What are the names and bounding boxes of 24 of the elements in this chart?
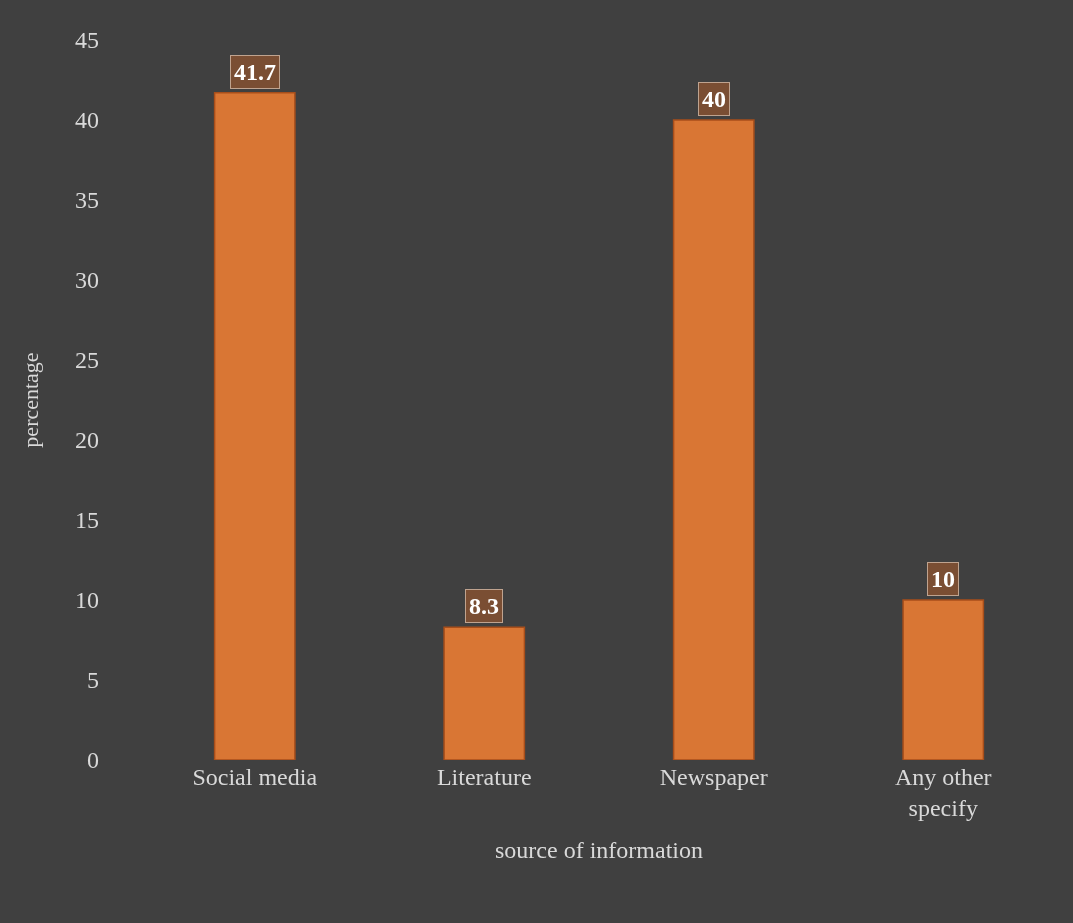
y-tick-label: 20	[75, 427, 99, 454]
bar	[443, 626, 526, 760]
y-tick-label: 30	[75, 267, 99, 294]
y-axis-title: percentage	[17, 352, 43, 448]
y-tick-label: 35	[75, 187, 99, 214]
x-tick-label: Literature	[436, 764, 532, 790]
bar	[672, 119, 755, 760]
x-axis-title: source of information	[495, 836, 703, 863]
bar	[213, 92, 296, 760]
y-tick-label: 45	[75, 27, 99, 54]
data-label: 10	[931, 566, 955, 592]
y-tick-label: 5	[87, 667, 99, 694]
y-tick-label: 10	[75, 587, 99, 614]
y-tick-label: 40	[75, 107, 99, 134]
bar	[902, 599, 985, 760]
x-tick-label: Newspaper	[659, 764, 768, 790]
y-tick-label: 15	[75, 507, 99, 534]
y-tick-label: 0	[87, 747, 99, 774]
y-tick-label: 25	[75, 347, 99, 374]
data-label: 40	[702, 86, 726, 112]
data-label: 8.3	[469, 593, 499, 619]
data-label: 41.7	[234, 59, 276, 85]
x-tick-label: Social media	[192, 764, 318, 790]
x-tick-label: Any other specify	[894, 764, 992, 822]
